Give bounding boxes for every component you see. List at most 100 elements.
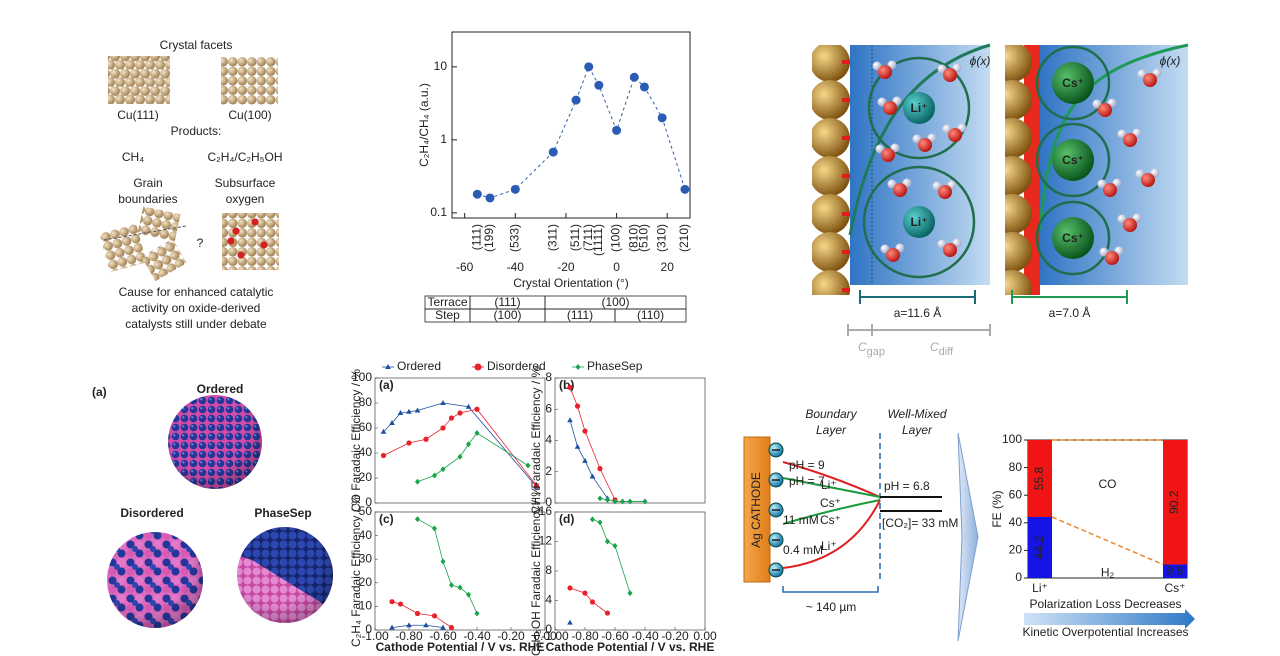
x-tick-label: 0.00 [533, 629, 557, 643]
y-tick-label: 50 [359, 504, 373, 518]
electrode-atom [812, 80, 850, 120]
x-tick-label: Li⁺ [1032, 581, 1048, 595]
point-label: (210) [677, 224, 691, 252]
data-point [472, 189, 482, 199]
x-tick-label: -0.80 [571, 629, 599, 643]
potential-label: ϕ(x) [1160, 54, 1181, 68]
ion [903, 206, 935, 238]
footer-arrow [1024, 609, 1195, 629]
facet-label: Cu(111) [117, 108, 159, 122]
data-point [432, 472, 437, 479]
y-tick-label: 0 [545, 622, 552, 636]
y-tick-label: 40 [359, 445, 373, 459]
y-tick-label: 40 [359, 528, 373, 542]
oxygen-atom [1143, 73, 1157, 87]
x-tick-label: -60 [456, 260, 474, 274]
spacing-bracket [1011, 290, 1128, 304]
point-label: (199) [482, 224, 496, 252]
ion [1052, 139, 1094, 181]
structure-label: Ordered [197, 382, 244, 396]
point-label: (111) [469, 224, 483, 250]
electrode-atom [1005, 156, 1032, 196]
table-text: (110) [637, 308, 664, 322]
data-point [432, 525, 437, 532]
oxygen-atom [893, 183, 907, 197]
surface-condition: 0.4 mM [783, 543, 823, 557]
products-heading: Products: [171, 124, 222, 138]
y-tick-label: 10 [359, 599, 373, 613]
series-label: CO [1099, 477, 1117, 491]
plot-frame [554, 511, 706, 631]
panel-label: (c) [379, 512, 394, 526]
solvation-shell [867, 56, 971, 160]
cause-label: Subsurface [215, 176, 276, 190]
y-tick-label: 2 [545, 464, 552, 478]
data-point [567, 417, 573, 423]
x-tick-label: Cs⁺ [1165, 581, 1186, 595]
data-point [406, 408, 412, 414]
cathode-label: Ag CATHODE [749, 472, 763, 548]
data-point [567, 585, 573, 591]
oxygen-atom [237, 251, 245, 259]
profile [782, 461, 881, 498]
series-line [391, 624, 444, 629]
cause-label: Grain [133, 176, 162, 190]
structure-label: Disordered [120, 506, 183, 520]
potential-label: ϕ(x) [970, 54, 991, 68]
capacitance-symbol: C [858, 340, 867, 354]
data-point [466, 591, 471, 598]
value-label: 44.2 [1032, 536, 1046, 560]
cause-label: oxygen [226, 192, 265, 206]
oxygen-atom [886, 248, 900, 262]
region-label: Layer [902, 423, 933, 437]
data-point [448, 625, 455, 631]
potential-curve [1038, 43, 1189, 231]
table-text: (100) [601, 295, 629, 309]
electrode-atom [1005, 232, 1032, 272]
data-point [474, 406, 480, 412]
data-point [457, 584, 463, 591]
data-point [440, 466, 446, 473]
point-label: (1111) [591, 224, 605, 256]
bar-segment [1028, 517, 1052, 578]
table-cell [614, 308, 687, 323]
region-label: Layer [816, 423, 847, 437]
data-point [629, 72, 639, 82]
data-point [589, 599, 596, 605]
solvation-shell [1035, 122, 1111, 198]
oxygen-atom [943, 243, 957, 257]
data-point [397, 601, 404, 607]
data-point [597, 466, 603, 472]
legend-label: Disordered [487, 359, 546, 373]
nanoparticle-shade [107, 532, 203, 628]
ion-label: Cs⁺ [1062, 153, 1084, 167]
bar-segment [1163, 440, 1187, 565]
oxygen-atom [1123, 133, 1137, 147]
data-point [440, 558, 446, 565]
electrode-atom [812, 156, 850, 196]
legend-label: Ordered [397, 359, 441, 373]
y-tick-label: 12 [539, 534, 553, 548]
oxygen-atom [1105, 251, 1119, 265]
conclusion-line: catalysts still under debate [125, 317, 267, 331]
oxygen-atom [883, 101, 897, 115]
ion [1052, 217, 1094, 259]
ion-label: Cs⁺ [820, 496, 841, 510]
data-point [415, 516, 420, 523]
data-point [397, 410, 404, 415]
y-tick-label: 1 [440, 132, 447, 146]
data-point [406, 622, 412, 628]
capacitance-subscript: diff [939, 346, 954, 358]
table-text: (111) [567, 308, 593, 322]
x-tick-label: -0.60 [601, 629, 629, 643]
oxygen-atom [251, 218, 259, 226]
surface-charge [842, 136, 850, 140]
region-label: Boundary [805, 407, 857, 421]
panel-label: (a) [379, 378, 394, 392]
oxygen-atom [1123, 218, 1137, 232]
value-label: 55.8 [1032, 467, 1046, 491]
y-tick-label: 0 [1015, 570, 1022, 584]
data-point [594, 80, 604, 90]
data-point [466, 441, 471, 448]
